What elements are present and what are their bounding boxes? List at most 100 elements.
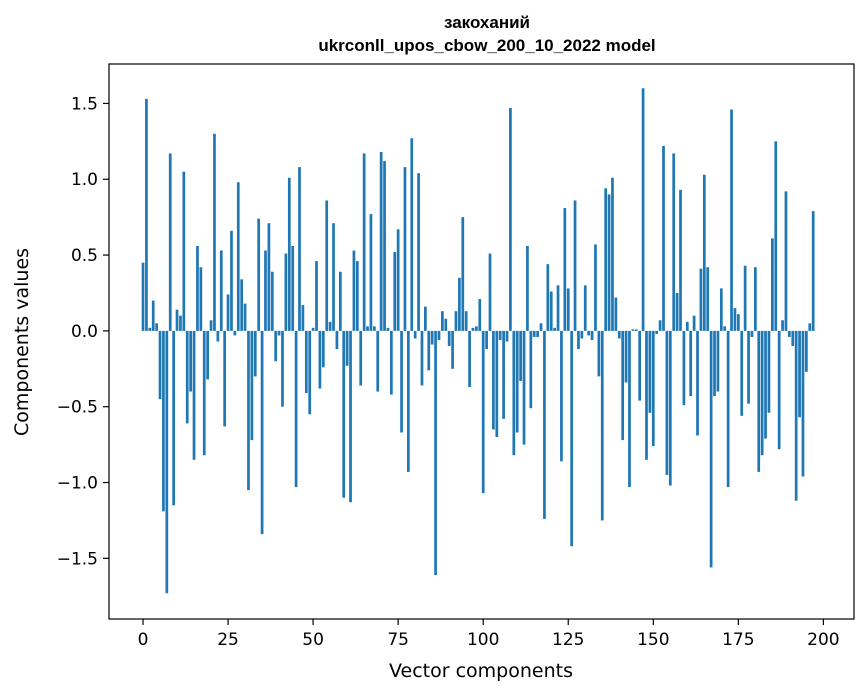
bar-component-181	[757, 330, 761, 472]
bar-component-64	[359, 330, 363, 386]
bar-component-95	[464, 311, 468, 331]
bar-component-171	[723, 326, 727, 331]
x-tick-label: 200	[807, 630, 839, 650]
bar-component-105	[498, 330, 502, 340]
bar-component-17	[199, 267, 203, 331]
bar-component-37	[267, 223, 271, 331]
bar-component-75	[396, 229, 400, 331]
bar-component-73	[389, 330, 393, 395]
bar-component-43	[287, 177, 291, 331]
bar-component-148	[645, 330, 648, 460]
bar-component-158	[679, 189, 682, 331]
bar-component-179	[750, 330, 754, 337]
bar-component-122	[556, 285, 560, 331]
bar-component-53	[321, 330, 325, 368]
bar-component-131	[587, 330, 591, 336]
bar-component-11	[179, 315, 182, 331]
y-tick-label: −1.0	[57, 474, 98, 494]
bar-component-136	[604, 188, 608, 331]
bar-component-187	[777, 330, 781, 450]
bar-component-49	[308, 330, 312, 415]
bar-component-41	[281, 330, 284, 407]
bar-component-176	[740, 330, 744, 416]
bar-component-106	[502, 330, 505, 419]
bar-component-25	[226, 294, 230, 331]
bar-component-1	[145, 98, 148, 331]
bar-component-33	[253, 330, 257, 377]
bar-component-112	[522, 330, 526, 445]
bar-component-7	[165, 330, 169, 594]
bar-component-189	[784, 191, 788, 331]
bar-component-45	[294, 330, 298, 488]
bar-component-114	[529, 330, 533, 409]
bar-component-3	[151, 300, 155, 331]
bar-component-147	[641, 88, 645, 331]
bar-component-36	[264, 250, 267, 331]
bar-component-14	[189, 330, 192, 392]
bar-component-48	[304, 330, 308, 394]
bar-component-97	[471, 327, 475, 331]
bar-component-44	[291, 245, 295, 331]
bar-component-166	[706, 267, 710, 331]
bar-component-142	[624, 330, 628, 383]
bar-component-50	[311, 327, 315, 331]
bar-component-132	[590, 330, 594, 340]
bar-component-74	[393, 252, 397, 331]
bar-component-88	[441, 311, 444, 331]
bar-component-71	[383, 161, 386, 331]
bar-component-15	[192, 330, 196, 460]
bar-component-115	[532, 330, 536, 337]
bar-component-5	[158, 330, 162, 400]
bar-component-19	[206, 330, 210, 380]
bar-component-24	[223, 330, 227, 427]
bar-component-170	[719, 288, 723, 331]
bar-component-21	[213, 133, 216, 331]
bar-component-151	[655, 330, 659, 334]
bar-component-162	[692, 315, 696, 331]
bar-component-139	[614, 297, 618, 331]
bar-component-67	[369, 214, 373, 331]
bar-component-175	[736, 314, 740, 331]
bar-component-190	[788, 330, 791, 337]
bar-component-40	[277, 330, 281, 336]
bar-component-18	[202, 330, 206, 456]
bar-component-130	[583, 285, 587, 331]
bar-component-10	[175, 309, 179, 331]
bar-component-42	[284, 253, 288, 331]
y-axis-label: Components values	[11, 248, 33, 436]
bar-component-77	[403, 167, 407, 331]
bar-component-172	[726, 330, 730, 488]
bar-component-137	[607, 194, 611, 331]
x-tick-label: 25	[217, 630, 239, 650]
bar-component-83	[424, 306, 427, 331]
bar-component-20	[209, 320, 213, 331]
bar-component-134	[597, 330, 601, 377]
bar-component-167	[709, 330, 713, 568]
bar-component-65	[362, 153, 366, 331]
bar-component-100	[481, 330, 485, 494]
bar-component-57	[335, 330, 339, 350]
bar-component-102	[488, 253, 492, 331]
plot-area-frame	[108, 63, 855, 620]
bar-component-47	[301, 305, 305, 331]
bar-component-16	[196, 245, 199, 331]
bar-component-27	[233, 330, 237, 336]
y-tick-label: 1.5	[71, 94, 98, 114]
bar-component-26	[230, 230, 233, 331]
bar-component-82	[420, 330, 424, 386]
bar-component-68	[372, 326, 376, 331]
bar-component-133	[594, 244, 597, 331]
bar-component-58	[338, 271, 342, 331]
bar-component-153	[662, 145, 665, 331]
x-axis-label: Vector components	[389, 660, 573, 682]
bar-component-30	[243, 303, 247, 331]
bar-component-39	[274, 330, 278, 362]
bar-component-8	[168, 153, 172, 331]
bar-component-79	[410, 138, 414, 331]
bar-component-66	[366, 326, 369, 331]
bar-component-2	[148, 327, 152, 331]
bar-component-31	[247, 330, 250, 491]
bar-component-72	[386, 327, 390, 331]
x-axis-ticks: 0 25 50 75 100 125 150 175 200	[138, 619, 840, 650]
bar-component-103	[492, 330, 495, 430]
